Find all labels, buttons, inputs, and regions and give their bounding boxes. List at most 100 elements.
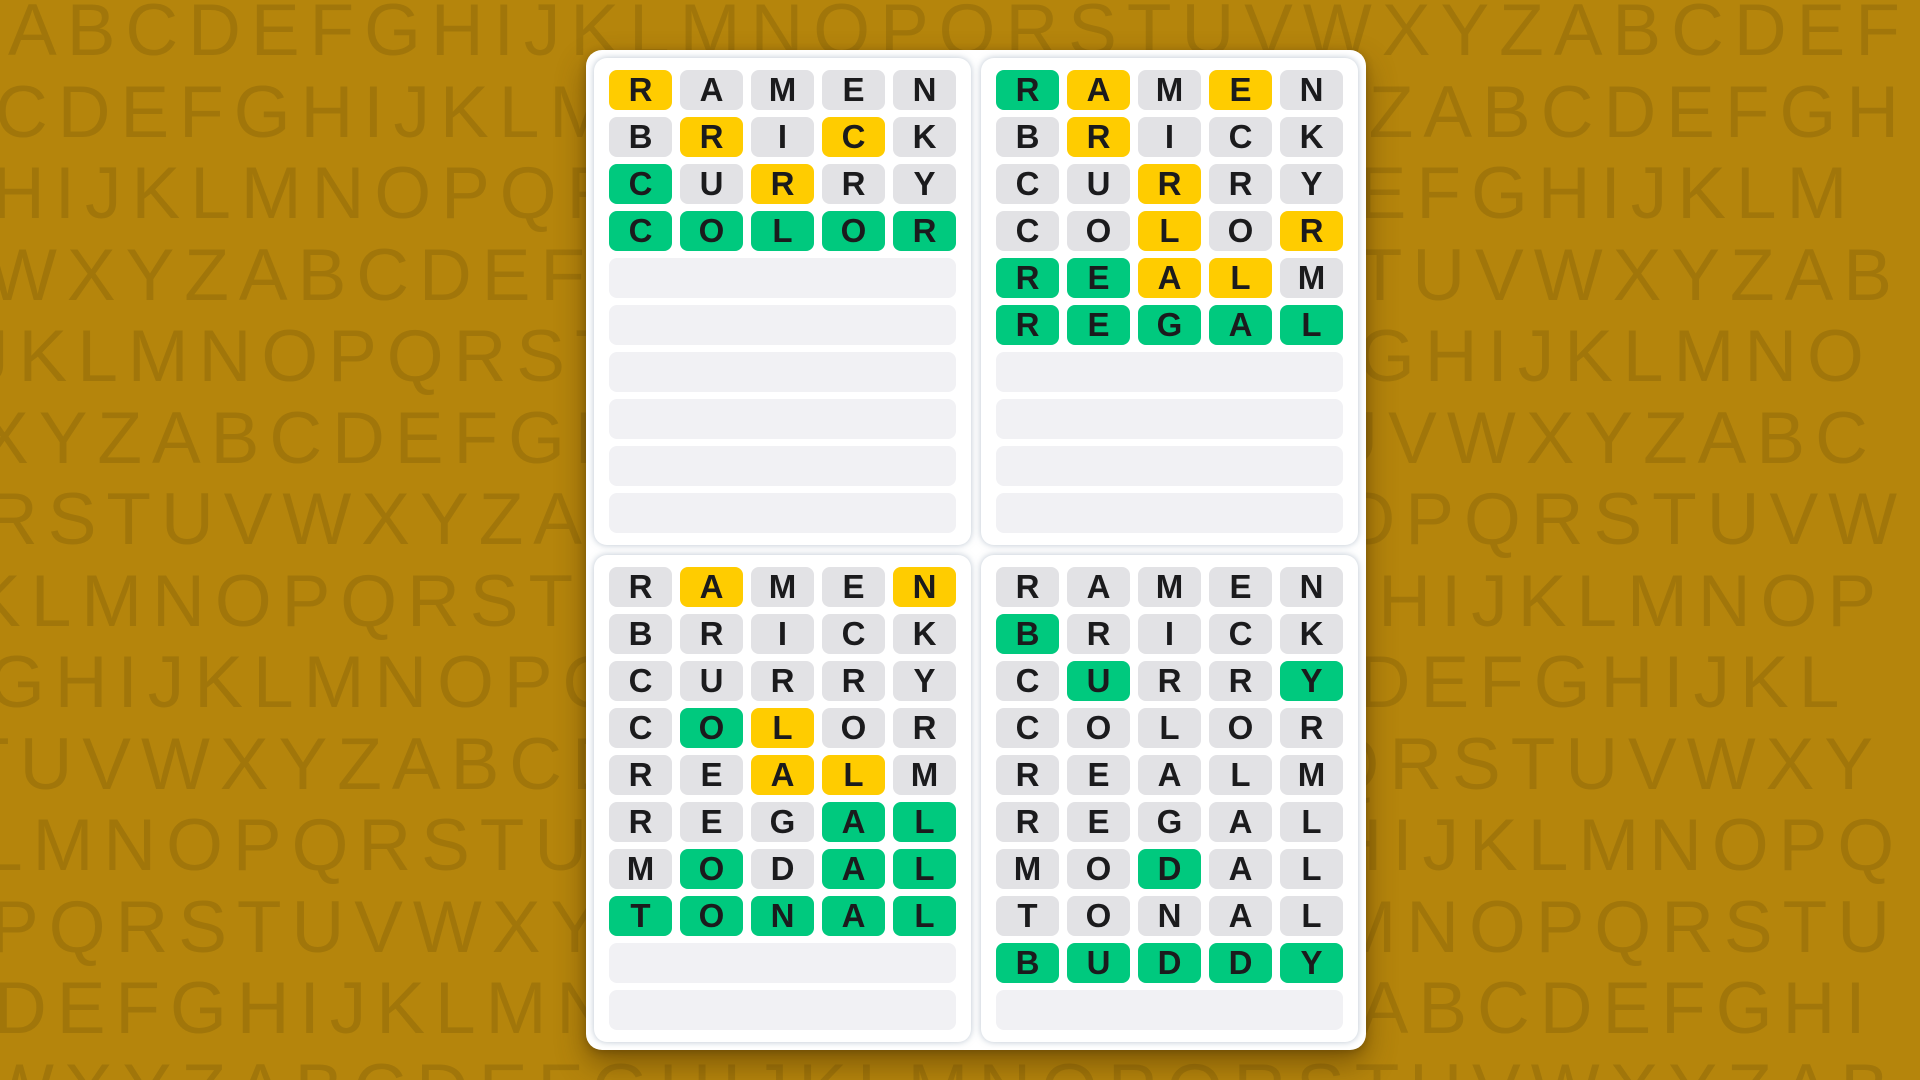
letter-tile: B xyxy=(996,614,1059,654)
letter-tile: B xyxy=(609,117,672,157)
letter-tile: L xyxy=(1280,849,1343,889)
letter-tile: R xyxy=(1138,164,1201,204)
letter-tile: M xyxy=(751,70,814,110)
letter-tile: C xyxy=(609,164,672,204)
letter-tile: Y xyxy=(1280,943,1343,983)
letter-tile: G xyxy=(1138,305,1201,345)
letter-tile: A xyxy=(1138,755,1201,795)
letter-tile: L xyxy=(1280,896,1343,936)
letter-tile: O xyxy=(1209,708,1272,748)
letter-tile: O xyxy=(1067,708,1130,748)
letter-tile: R xyxy=(680,117,743,157)
empty-guess-row xyxy=(609,493,956,533)
letter-tile: R xyxy=(996,258,1059,298)
letter-tile: N xyxy=(893,70,956,110)
letter-tile: Y xyxy=(1280,164,1343,204)
letter-tile: R xyxy=(609,567,672,607)
letter-tile: R xyxy=(996,802,1059,842)
letter-tile: C xyxy=(609,661,672,701)
empty-guess-row xyxy=(609,446,956,486)
letter-tile: R xyxy=(609,70,672,110)
letter-tile: C xyxy=(1209,117,1272,157)
letter-tile: L xyxy=(893,896,956,936)
letter-tile: N xyxy=(1280,567,1343,607)
letter-tile: R xyxy=(751,661,814,701)
letter-tile: K xyxy=(1280,117,1343,157)
letter-tile: A xyxy=(680,567,743,607)
letter-tile: U xyxy=(1067,661,1130,701)
letter-tile: L xyxy=(893,849,956,889)
letter-tile: R xyxy=(751,164,814,204)
letter-tile: R xyxy=(996,567,1059,607)
letter-tile: A xyxy=(1209,802,1272,842)
letter-tile: O xyxy=(680,849,743,889)
letter-tile: L xyxy=(1138,211,1201,251)
letter-tile: C xyxy=(996,211,1059,251)
letter-tile: E xyxy=(1067,305,1130,345)
letter-tile: D xyxy=(1138,849,1201,889)
letter-tile: L xyxy=(751,211,814,251)
letter-tile: C xyxy=(996,708,1059,748)
empty-guess-row xyxy=(609,352,956,392)
letter-tile: Y xyxy=(1280,661,1343,701)
letter-tile: A xyxy=(822,896,885,936)
empty-guess-row xyxy=(609,399,956,439)
letter-tile: M xyxy=(1138,70,1201,110)
letter-tile: R xyxy=(1280,708,1343,748)
letter-tile: O xyxy=(822,708,885,748)
letter-tile: G xyxy=(1138,802,1201,842)
empty-guess-row xyxy=(609,990,956,1030)
background-letter-row: WXYZABCDEFGHIJKLMNOPQRSTUVWXYZAB xyxy=(0,1054,1899,1080)
letter-tile: M xyxy=(996,849,1059,889)
letter-tile: K xyxy=(893,614,956,654)
letter-tile: C xyxy=(1209,614,1272,654)
letter-tile: R xyxy=(1280,211,1343,251)
letter-tile: A xyxy=(680,70,743,110)
letter-tile: A xyxy=(751,755,814,795)
empty-guess-row xyxy=(609,258,956,298)
letter-tile: R xyxy=(609,755,672,795)
letter-tile: E xyxy=(1067,755,1130,795)
letter-tile: A xyxy=(1067,70,1130,110)
letter-tile: R xyxy=(893,211,956,251)
letter-tile: R xyxy=(1138,661,1201,701)
letter-tile: U xyxy=(1067,164,1130,204)
letter-tile: R xyxy=(893,708,956,748)
letter-tile: M xyxy=(751,567,814,607)
letter-tile: O xyxy=(680,708,743,748)
letter-tile: E xyxy=(822,70,885,110)
letter-tile: I xyxy=(751,614,814,654)
letter-tile: L xyxy=(1138,708,1201,748)
letter-tile: D xyxy=(1138,943,1201,983)
letter-tile: L xyxy=(1280,802,1343,842)
letter-tile: L xyxy=(1280,305,1343,345)
empty-guess-row xyxy=(609,305,956,345)
letter-tile: C xyxy=(996,164,1059,204)
letter-tile: C xyxy=(609,211,672,251)
letter-tile: R xyxy=(996,70,1059,110)
letter-tile: N xyxy=(893,567,956,607)
empty-guess-row xyxy=(996,446,1343,486)
letter-tile: A xyxy=(1067,567,1130,607)
letter-tile: O xyxy=(1067,211,1130,251)
letter-tile: O xyxy=(1067,896,1130,936)
